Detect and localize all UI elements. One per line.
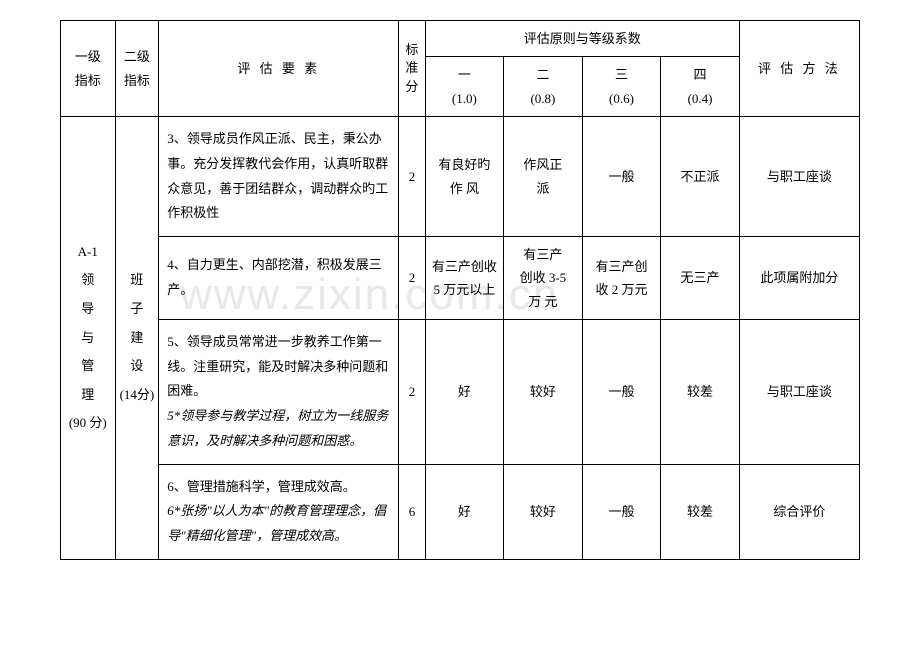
table-row: A-1领导与管理(90 分) 班子建设(14分) 3、领导成员作风正派、民主，秉… [61,117,860,237]
grade2-cell: 作风正派 [504,117,583,237]
grade1-cell: 有三产创收5 万元以上 [425,236,504,319]
table-row: 6、管理措施科学，管理成效高。 6*张扬"以人为本"的教育管理理念，倡导"精细化… [61,464,860,559]
header-level2: 二级指标 [115,21,159,117]
grade4-cell: 较差 [661,320,740,464]
method-cell: 综合评价 [739,464,859,559]
header-grade-group: 评估原则与等级系数 [425,21,739,57]
score-cell: 2 [399,117,425,237]
header-grade-1: 一(1.0) [425,57,504,117]
level1-cell: A-1领导与管理(90 分) [61,117,116,559]
header-row-1: 一级指标 二级指标 评 估 要 素 标准分 评估原则与等级系数 评 估 方 法 [61,21,860,57]
grade2-cell: 有三产创收 3-5万 元 [504,236,583,319]
grade3-cell: 一般 [582,464,661,559]
method-cell: 此项属附加分 [739,236,859,319]
grade2-cell: 较好 [504,320,583,464]
header-level1: 一级指标 [61,21,116,117]
table-row: 4、自力更生、内部挖潜，积极发展三产。 2 有三产创收5 万元以上 有三产创收 … [61,236,860,319]
grade4-cell: 无三产 [661,236,740,319]
grade1-cell: 有良好旳作 风 [425,117,504,237]
header-score: 标准分 [399,21,425,117]
score-cell: 6 [399,464,425,559]
level2-cell: 班子建设(14分) [115,117,159,559]
header-method: 评 估 方 法 [739,21,859,117]
grade3-cell: 有三产创收 2 万元 [582,236,661,319]
score-cell: 2 [399,320,425,464]
element-cell: 4、自力更生、内部挖潜，积极发展三产。 [159,236,399,319]
grade3-cell: 一般 [582,117,661,237]
header-grade-3: 三(0.6) [582,57,661,117]
element-cell: 3、领导成员作风正派、民主，秉公办事。充分发挥教代会作用，认真听取群众意见，善于… [159,117,399,237]
score-cell: 2 [399,236,425,319]
element-cell: 5、领导成员常常进一步教养工作第一线。注重研究，能及时解决多种问题和困难。 5*… [159,320,399,464]
grade2-cell: 较好 [504,464,583,559]
evaluation-table: 一级指标 二级指标 评 估 要 素 标准分 评估原则与等级系数 评 估 方 法 … [60,20,860,560]
grade3-cell: 一般 [582,320,661,464]
evaluation-table-wrapper: 一级指标 二级指标 评 估 要 素 标准分 评估原则与等级系数 评 估 方 法 … [60,20,860,560]
method-cell: 与职工座谈 [739,117,859,237]
header-grade-2: 二(0.8) [504,57,583,117]
method-cell: 与职工座谈 [739,320,859,464]
element-cell: 6、管理措施科学，管理成效高。 6*张扬"以人为本"的教育管理理念，倡导"精细化… [159,464,399,559]
grade4-cell: 较差 [661,464,740,559]
grade4-cell: 不正派 [661,117,740,237]
header-grade-4: 四(0.4) [661,57,740,117]
grade1-cell: 好 [425,464,504,559]
table-row: 5、领导成员常常进一步教养工作第一线。注重研究，能及时解决多种问题和困难。 5*… [61,320,860,464]
header-element: 评 估 要 素 [159,21,399,117]
grade1-cell: 好 [425,320,504,464]
